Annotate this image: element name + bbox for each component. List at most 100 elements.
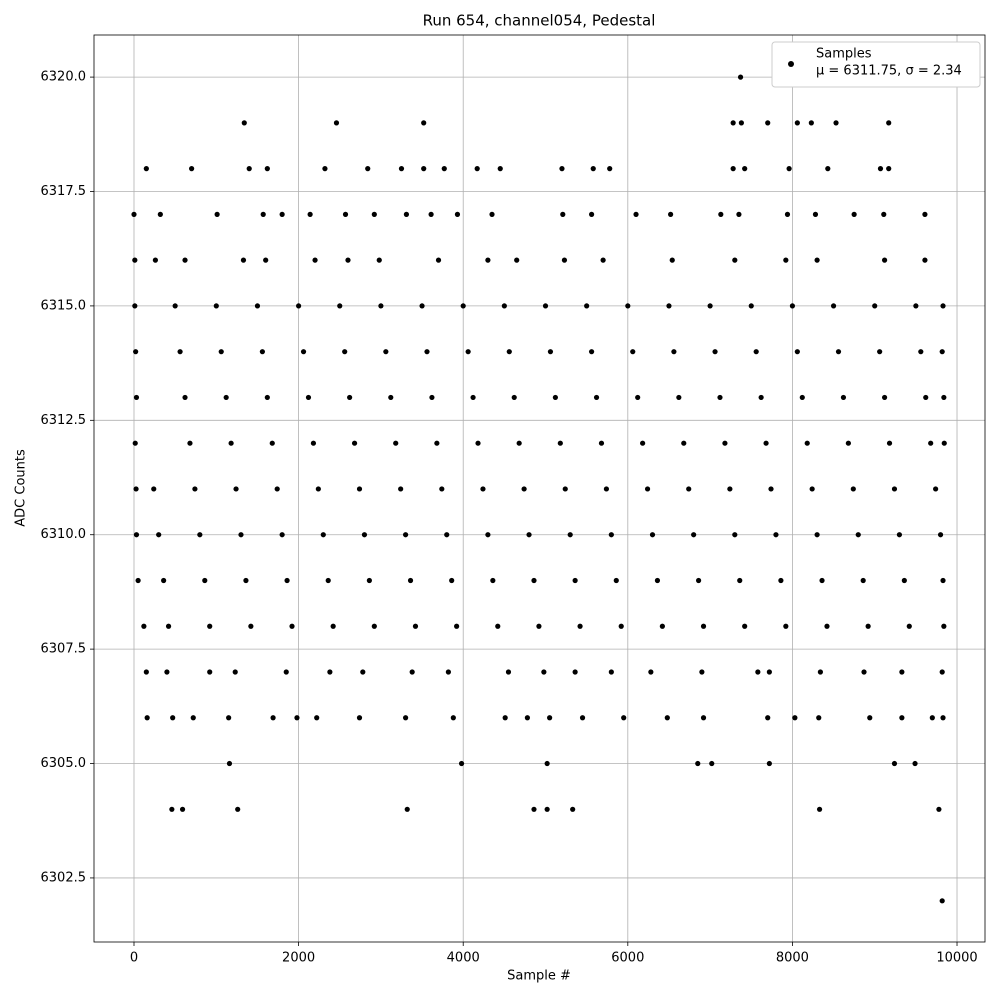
point (170, 715, 176, 721)
point (923, 394, 929, 401)
point (312, 257, 318, 263)
point (371, 623, 377, 629)
point (644, 486, 651, 492)
x-tick-label: 0 (130, 951, 138, 966)
point (577, 623, 583, 629)
point (489, 211, 495, 217)
point (912, 760, 918, 767)
point (936, 806, 942, 812)
point (371, 211, 377, 217)
point (732, 532, 738, 538)
point (169, 806, 175, 812)
point (412, 623, 419, 629)
point (552, 394, 558, 401)
point (937, 532, 944, 538)
point (226, 760, 233, 767)
point (172, 303, 178, 309)
point (825, 166, 831, 172)
point (133, 349, 139, 355)
point (544, 760, 550, 767)
point (891, 486, 898, 492)
point (294, 715, 300, 721)
point (814, 532, 820, 538)
point (197, 532, 203, 538)
point (429, 394, 435, 401)
point (407, 577, 414, 584)
point (531, 577, 537, 584)
point (345, 257, 351, 263)
point (766, 669, 772, 675)
point (860, 577, 866, 584)
point (722, 440, 728, 446)
point (654, 577, 661, 584)
point (613, 577, 619, 584)
point (485, 532, 491, 538)
plot-frame (93, 34, 986, 943)
point (526, 532, 532, 538)
point (608, 669, 614, 675)
point (799, 394, 805, 401)
point (881, 394, 888, 401)
point (567, 532, 573, 538)
point (742, 166, 748, 172)
point (819, 577, 825, 584)
point (495, 623, 501, 629)
y-axis-label: ADC Counts (14, 449, 29, 527)
point (562, 486, 568, 492)
point (283, 669, 289, 675)
point (929, 715, 935, 721)
point (325, 577, 331, 584)
point (516, 440, 522, 446)
point (939, 898, 945, 904)
point (327, 669, 333, 675)
point (454, 211, 461, 217)
point (279, 532, 285, 538)
point (337, 303, 343, 309)
point (177, 349, 183, 355)
point (202, 577, 208, 584)
legend: Samples μ = 6311.75, σ = 2.34 (771, 41, 981, 88)
point (700, 623, 707, 629)
point (497, 166, 503, 172)
point (480, 486, 486, 492)
point (470, 394, 476, 401)
point (238, 532, 244, 538)
point (435, 257, 442, 263)
point (718, 211, 724, 217)
point (872, 303, 878, 309)
point (712, 349, 718, 355)
point (737, 74, 744, 80)
point (804, 440, 810, 446)
point (240, 257, 247, 263)
point (941, 623, 947, 629)
point (730, 120, 736, 126)
point (676, 394, 682, 401)
point (263, 257, 269, 263)
point (207, 669, 213, 675)
point (342, 211, 349, 217)
point (816, 715, 822, 721)
point (143, 166, 149, 172)
point (260, 211, 266, 217)
x-tick-label: 4000 (447, 951, 480, 966)
point (439, 486, 445, 492)
point (783, 623, 789, 629)
point (243, 577, 249, 584)
point (474, 166, 480, 172)
point (572, 577, 578, 584)
y-tick-label: 6312.5 (41, 413, 87, 428)
point (398, 486, 404, 492)
point (736, 211, 742, 217)
point (248, 623, 254, 629)
point (542, 303, 549, 309)
point (922, 211, 928, 217)
point (269, 440, 275, 446)
point (765, 715, 771, 721)
point (906, 623, 912, 629)
point (524, 715, 531, 721)
point (289, 623, 295, 629)
point (922, 257, 928, 263)
point (816, 806, 823, 812)
point (156, 532, 162, 538)
point (559, 166, 565, 172)
